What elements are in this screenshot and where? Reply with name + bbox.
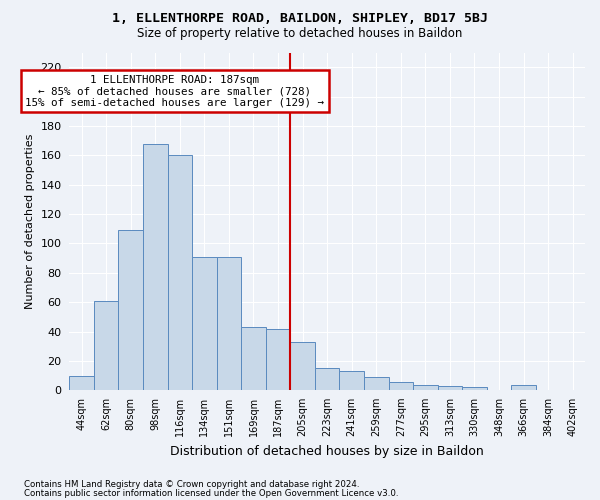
Bar [462,388,487,390]
Bar [315,368,340,390]
Bar [437,386,462,390]
Bar [413,384,437,390]
Text: Size of property relative to detached houses in Baildon: Size of property relative to detached ho… [137,28,463,40]
Text: 1 ELLENTHORPE ROAD: 187sqm  
← 85% of detached houses are smaller (728)
15% of s: 1 ELLENTHORPE ROAD: 187sqm ← 85% of deta… [25,74,325,108]
Bar [143,144,167,390]
Text: Contains public sector information licensed under the Open Government Licence v3: Contains public sector information licen… [24,488,398,498]
Bar [118,230,143,390]
Bar [340,372,364,390]
Text: 1, ELLENTHORPE ROAD, BAILDON, SHIPLEY, BD17 5BJ: 1, ELLENTHORPE ROAD, BAILDON, SHIPLEY, B… [112,12,488,26]
Bar [389,382,413,390]
Bar [167,156,192,390]
Text: Contains HM Land Registry data © Crown copyright and database right 2024.: Contains HM Land Registry data © Crown c… [24,480,359,489]
Y-axis label: Number of detached properties: Number of detached properties [25,134,35,309]
Bar [241,327,266,390]
Bar [290,342,315,390]
Bar [511,384,536,390]
Bar [266,328,290,390]
Bar [217,256,241,390]
X-axis label: Distribution of detached houses by size in Baildon: Distribution of detached houses by size … [170,444,484,458]
Bar [69,376,94,390]
Bar [94,301,118,390]
Bar [364,377,389,390]
Bar [192,256,217,390]
